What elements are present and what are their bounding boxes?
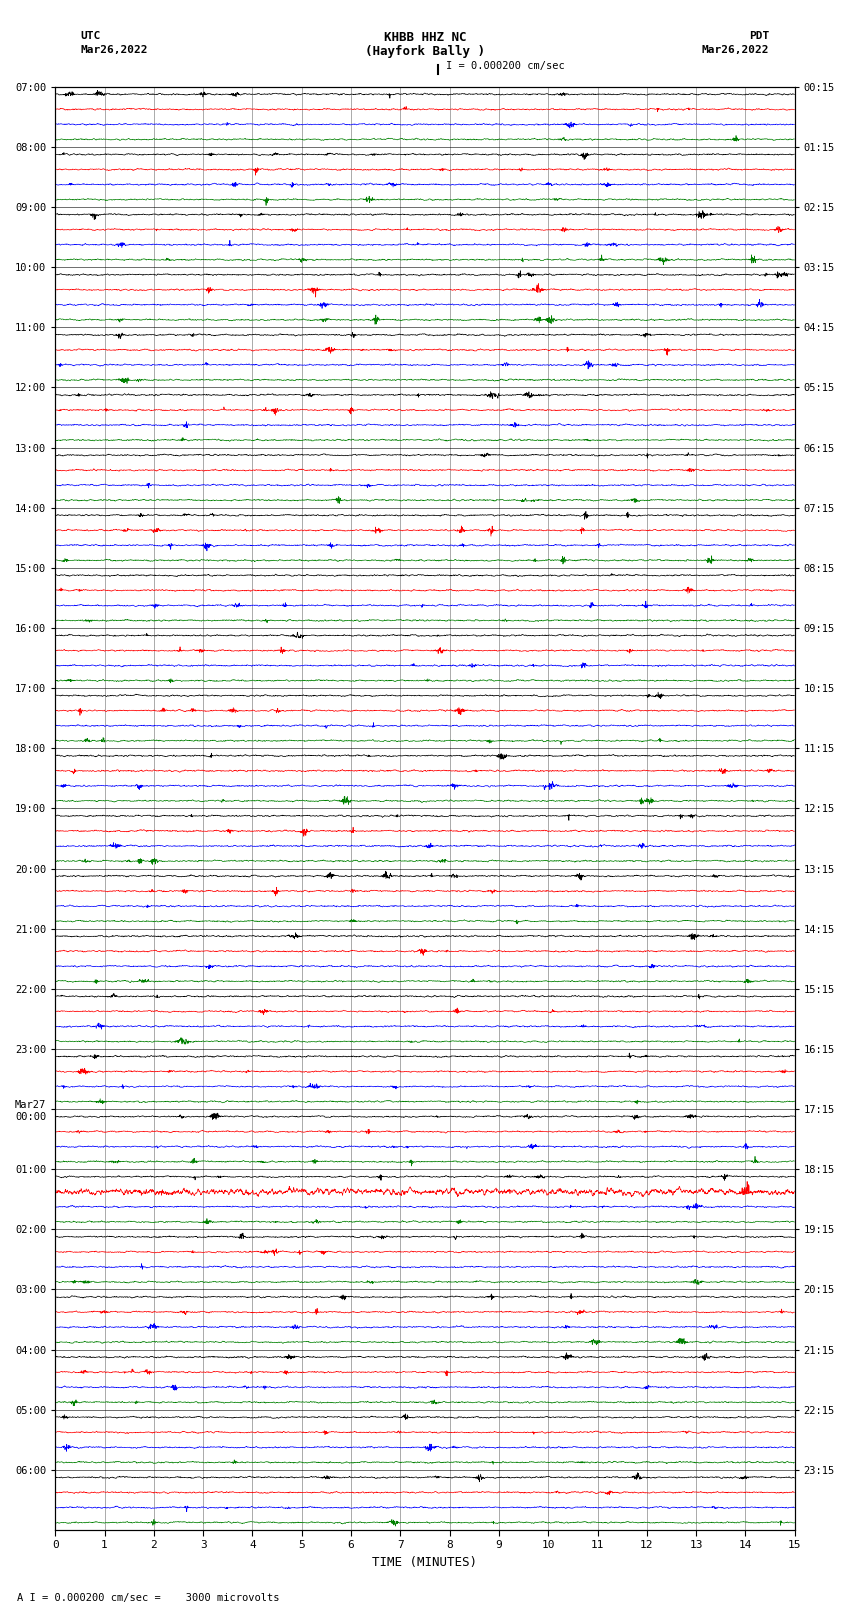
Text: I = 0.000200 cm/sec: I = 0.000200 cm/sec [446, 61, 565, 71]
Text: PDT: PDT [749, 31, 769, 40]
Text: A I = 0.000200 cm/sec =    3000 microvolts: A I = 0.000200 cm/sec = 3000 microvolts [17, 1594, 280, 1603]
Text: KHBB HHZ NC: KHBB HHZ NC [383, 31, 467, 44]
Text: UTC: UTC [81, 31, 101, 40]
Text: (Hayfork Bally ): (Hayfork Bally ) [365, 45, 485, 58]
Text: Mar26,2022: Mar26,2022 [81, 45, 148, 55]
Text: Mar26,2022: Mar26,2022 [702, 45, 769, 55]
X-axis label: TIME (MINUTES): TIME (MINUTES) [372, 1557, 478, 1569]
